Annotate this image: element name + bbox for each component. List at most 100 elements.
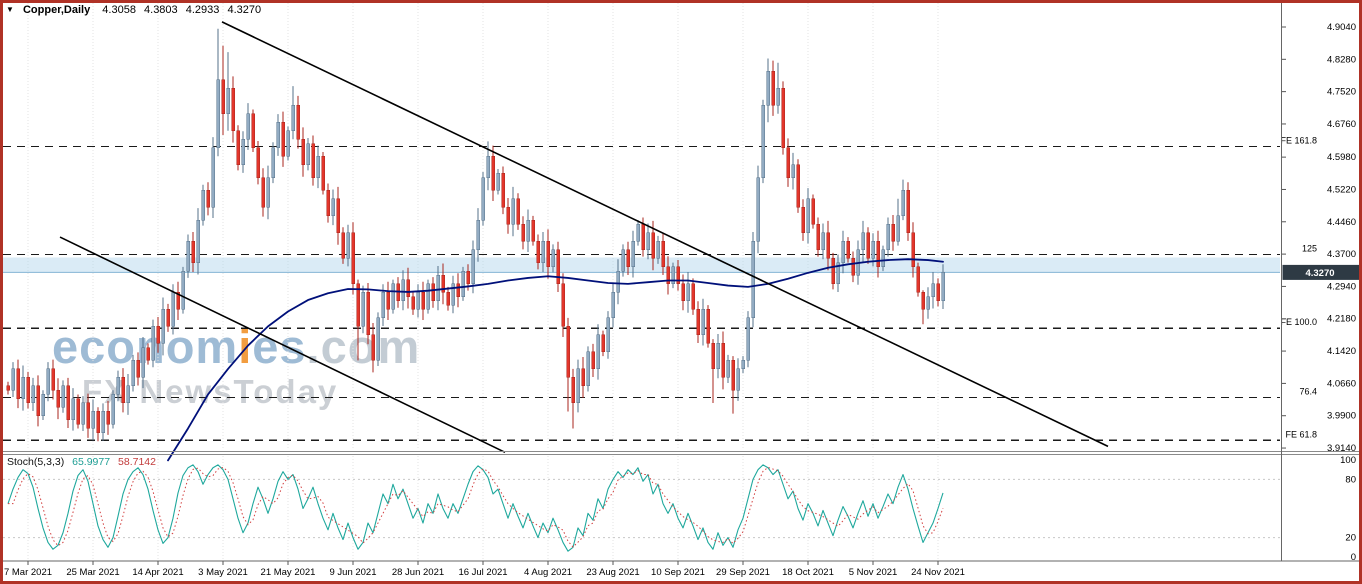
chart-symbol-period: Copper,Daily <box>22 4 91 16</box>
candle-body <box>46 368 50 395</box>
candle <box>201 184 205 226</box>
candle-body <box>141 347 145 378</box>
trend-line[interactable] <box>221 21 1109 448</box>
candle <box>91 399 95 441</box>
price-axis-label[interactable]: 4.2180 <box>1327 314 1356 325</box>
candle-body <box>116 377 120 395</box>
price-axis-label[interactable]: 4.4460 <box>1327 217 1356 228</box>
trend-line[interactable] <box>59 236 506 454</box>
candle <box>451 275 455 314</box>
candle <box>841 230 845 274</box>
price-axis-label[interactable]: 4.6760 <box>1327 119 1356 130</box>
date-label[interactable]: 14 Apr 2021 <box>132 567 183 578</box>
candle-body <box>571 377 575 404</box>
price-axis-label[interactable]: 4.5980 <box>1327 152 1356 163</box>
candle-body <box>906 190 910 234</box>
candle <box>516 193 520 230</box>
indicator-name: Stoch(5,3,3) <box>7 456 65 468</box>
date-label[interactable]: 24 Nov 2021 <box>911 567 965 578</box>
price-axis-label[interactable]: 4.1420 <box>1327 346 1356 357</box>
price-axis-label[interactable]: 4.9040 <box>1327 22 1356 33</box>
candle-body <box>496 173 500 191</box>
candle-body <box>701 309 705 336</box>
candle-body <box>51 368 55 391</box>
candle-body <box>626 249 630 268</box>
candle-body <box>521 224 525 242</box>
candle-body <box>616 270 620 293</box>
date-label[interactable]: 29 Sep 2021 <box>716 567 770 578</box>
candle <box>536 234 540 270</box>
candle <box>6 381 10 395</box>
candle-body <box>26 377 30 404</box>
candle <box>491 145 495 201</box>
candle <box>471 240 475 294</box>
candle-body <box>536 241 540 263</box>
price-axis-label[interactable]: 4.5220 <box>1327 184 1356 195</box>
candle <box>836 254 840 292</box>
candle <box>551 244 555 273</box>
candle <box>431 277 435 308</box>
candle-body <box>111 394 115 425</box>
candle <box>351 222 355 295</box>
candle <box>181 266 185 314</box>
price-axis-label[interactable]: 4.8280 <box>1327 54 1356 65</box>
date-label[interactable]: 23 Aug 2021 <box>586 567 639 578</box>
candle <box>361 285 365 334</box>
candle-body <box>276 122 280 149</box>
date-label[interactable]: 16 Jul 2021 <box>458 567 507 578</box>
candle-body <box>251 113 255 149</box>
candle-body <box>231 87 235 132</box>
date-label[interactable]: 18 Oct 2021 <box>782 567 834 578</box>
candle-body <box>816 224 820 251</box>
date-label[interactable]: 3 May 2021 <box>198 567 248 578</box>
price-axis-label[interactable]: 4.7520 <box>1327 87 1356 98</box>
candle <box>496 169 500 195</box>
date-label[interactable]: 28 Jun 2021 <box>392 567 444 578</box>
candle <box>186 234 190 278</box>
candle-body <box>596 334 600 370</box>
candle <box>666 256 670 295</box>
candle <box>916 262 920 297</box>
candle <box>76 394 80 429</box>
price-axis-label[interactable]: 4.3700 <box>1327 249 1356 260</box>
candle <box>926 287 930 319</box>
candle <box>671 262 675 289</box>
date-label[interactable]: 21 May 2021 <box>261 567 316 578</box>
date-label[interactable]: 4 Aug 2021 <box>524 567 572 578</box>
price-axis-label[interactable]: 4.2940 <box>1327 281 1356 292</box>
candle <box>716 334 720 379</box>
candle-body <box>431 283 435 302</box>
candle-body <box>821 232 825 251</box>
candle-body <box>71 398 75 421</box>
date-label[interactable]: 7 Mar 2021 <box>4 567 52 578</box>
candle-body <box>161 309 165 344</box>
candle <box>86 393 90 438</box>
date-label[interactable]: 5 Nov 2021 <box>849 567 898 578</box>
candle-body <box>851 258 855 276</box>
candle <box>371 323 375 373</box>
candle-body <box>696 309 700 336</box>
date-label[interactable]: 25 Mar 2021 <box>66 567 119 578</box>
candle <box>891 214 895 251</box>
candle <box>591 343 595 378</box>
candle-body <box>586 351 590 387</box>
candle <box>241 131 245 173</box>
price-axis-label[interactable]: 3.9140 <box>1327 443 1356 454</box>
candle-body <box>506 207 510 225</box>
candle <box>721 331 725 390</box>
chart-selector-triangle-icon[interactable]: ▼ <box>6 5 14 14</box>
candle <box>221 45 225 136</box>
candle-body <box>166 309 170 327</box>
candle <box>896 198 900 246</box>
candle <box>661 233 665 275</box>
candle <box>261 168 265 217</box>
price-axis-label[interactable]: 3.9900 <box>1327 411 1356 422</box>
date-label[interactable]: 9 Jun 2021 <box>329 567 376 578</box>
candle-body <box>346 232 350 259</box>
price-axis-label[interactable]: 4.0660 <box>1327 378 1356 389</box>
date-label[interactable]: 10 Sep 2021 <box>651 567 705 578</box>
candle-body <box>391 283 395 310</box>
candle <box>476 208 480 262</box>
